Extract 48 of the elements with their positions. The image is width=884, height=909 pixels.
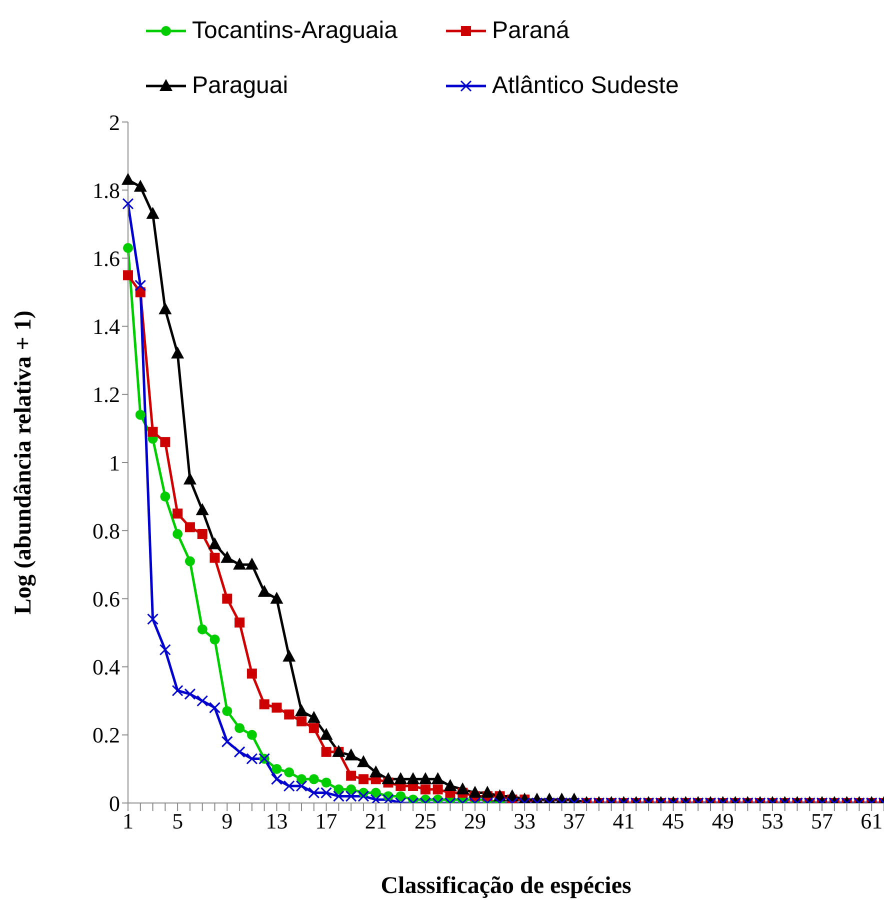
- point: [272, 764, 282, 774]
- x-tick-label: 21: [364, 808, 387, 834]
- y-tick-label: 0.4: [92, 654, 120, 680]
- point: [197, 624, 208, 634]
- point: [246, 730, 257, 740]
- legend-label: Paraná: [492, 16, 570, 44]
- point: [172, 529, 183, 540]
- y-tick-label: 2: [109, 110, 120, 135]
- y-tick-label: 1.6: [92, 246, 120, 272]
- point: [234, 723, 245, 734]
- x-tick-label: 9: [222, 808, 233, 834]
- y-tick-label: 1: [109, 450, 120, 476]
- x-tick-label: 45: [662, 808, 684, 834]
- x-tick-label: 5: [172, 808, 184, 834]
- y-tick-label: 1.8: [92, 178, 120, 203]
- point: [308, 774, 319, 784]
- x-tick-label: 37: [563, 808, 586, 834]
- point: [222, 706, 232, 716]
- y-tick-label: 1.4: [92, 314, 120, 340]
- y-tick-label: 0.2: [92, 722, 120, 748]
- legend-label: Tocantins-Araguaia: [192, 16, 398, 44]
- x-tick-label: 57: [811, 808, 834, 834]
- x-tick-label: 17: [315, 808, 338, 834]
- x-tick-label: 29: [464, 808, 486, 834]
- y-tick-label: 1.2: [92, 382, 120, 408]
- point: [135, 410, 146, 420]
- point: [321, 778, 332, 788]
- point: [123, 242, 133, 253]
- point: [210, 634, 220, 645]
- x-tick-label: 41: [612, 808, 635, 834]
- legend-label: Atlântico Sudeste: [492, 72, 679, 100]
- y-tick-label: 0.8: [92, 518, 120, 544]
- x-tick-label: 61: [860, 808, 883, 834]
- point: [396, 791, 406, 802]
- y-tick-label: 0.6: [92, 586, 120, 612]
- x-tick-label: 53: [761, 808, 784, 834]
- point: [346, 784, 356, 794]
- x-tick-label: 33: [514, 808, 536, 834]
- point: [284, 767, 294, 778]
- y-axis-title: Log (abundância relativa + 1): [10, 310, 37, 614]
- point: [184, 556, 195, 566]
- x-tick-label: 13: [266, 808, 288, 834]
- x-tick-label: 49: [712, 808, 734, 834]
- point: [160, 492, 170, 502]
- x-axis-title: Classificação de espécies: [380, 873, 632, 899]
- x-tick-label: 25: [414, 808, 436, 834]
- legend-label: Paraguai: [192, 72, 288, 100]
- y-tick-label: 0: [109, 790, 120, 816]
